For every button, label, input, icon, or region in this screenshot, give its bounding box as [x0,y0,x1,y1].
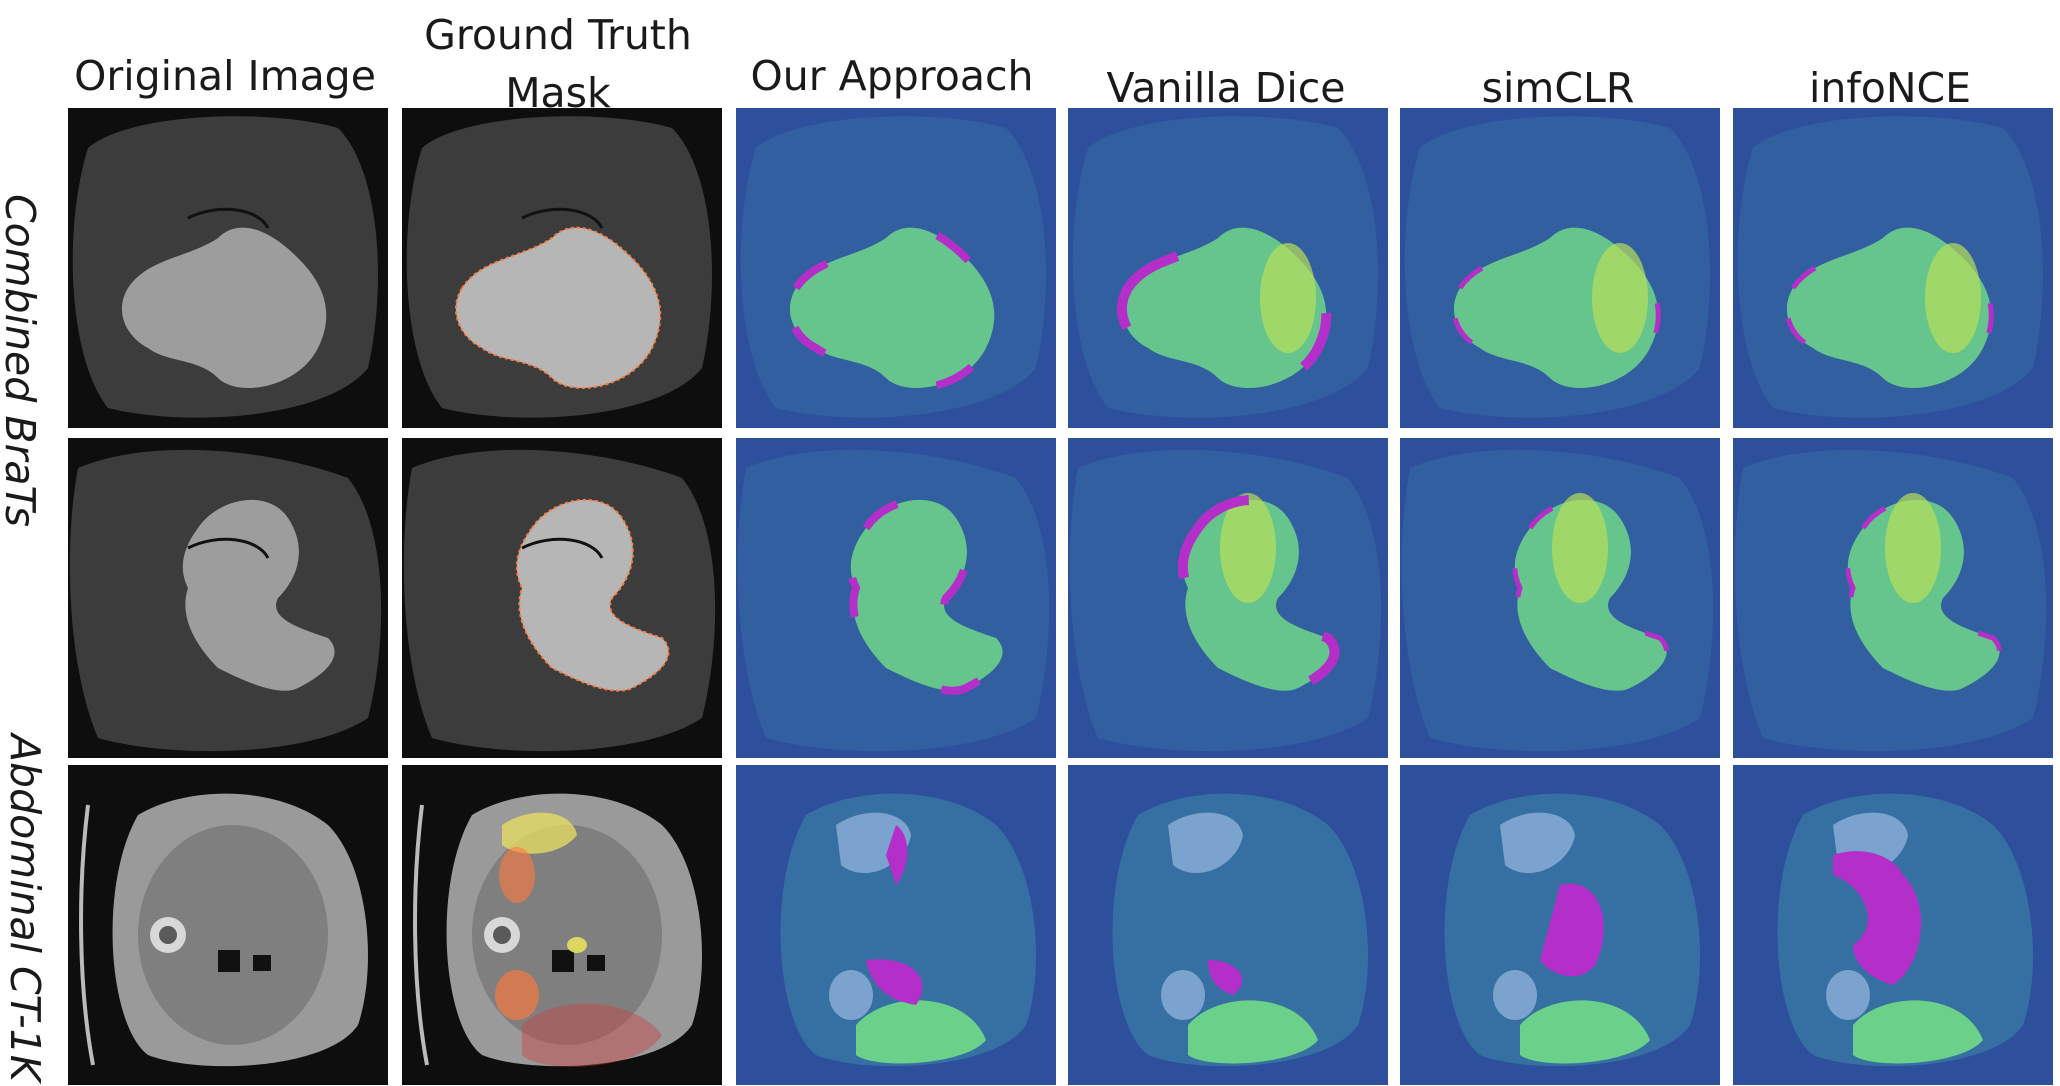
row-label-combined-brats: Combined BraTs [0,194,44,527]
header-simclr: simCLR [1481,64,1635,112]
panel-brats-1-vanilla [1068,108,1388,428]
panel-brats-2-ours [736,438,1056,758]
panel-brats-1-simclr [1400,108,1720,428]
header-infonce: infoNCE [1808,64,1972,112]
panel-brats-2-vanilla [1068,438,1388,758]
header-original-image: Original Image [74,52,376,100]
panel-brats-1-gt [402,108,722,428]
panel-brats-2-simclr [1400,438,1720,758]
panel-ct-1-infonce [1733,765,2053,1085]
panel-brats-2-gt [402,438,722,758]
header-ground-truth-mask: Ground Truth Mask [424,11,692,117]
panel-brats-1-original [68,108,388,428]
row-label-abdominal-ct: Abdominal CT-1K [1,734,49,1082]
panel-brats-1-infonce [1733,108,2053,428]
panel-brats-2-original [68,438,388,758]
panel-brats-1-ours [736,108,1056,428]
header-our-approach: Our Approach [750,52,1034,100]
panel-brats-2-infonce [1733,438,2053,758]
panel-ct-1-simclr [1400,765,1720,1085]
header-vanilla-dice: Vanilla Dice [1106,64,1346,112]
panel-ct-1-original [68,765,388,1085]
panel-ct-1-gt [402,765,722,1085]
panel-ct-1-ours [736,765,1056,1085]
panel-ct-1-vanilla [1068,765,1388,1085]
